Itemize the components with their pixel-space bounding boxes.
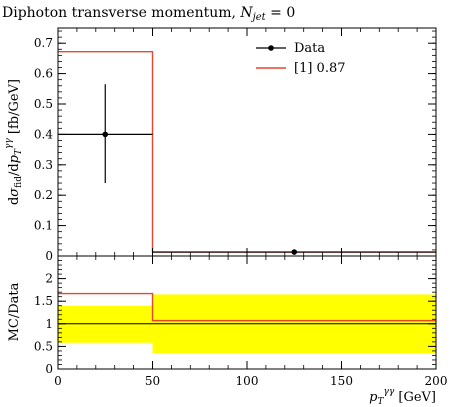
y-tick-label: 0.2 bbox=[34, 188, 53, 202]
y-tick-label: 0.6 bbox=[34, 67, 53, 81]
main-y-axis-label: dσfid/dpTγγ [fb/GeV] bbox=[4, 79, 24, 205]
x-tick-label: 200 bbox=[425, 374, 448, 388]
y-tick-label: 0.5 bbox=[34, 339, 53, 353]
y-tick-label: 1 bbox=[45, 317, 53, 331]
data-point bbox=[102, 131, 109, 138]
main-frame bbox=[57, 27, 437, 257]
legend: Data [1] 0.87 bbox=[256, 41, 346, 76]
legend-mc-label: [1] 0.87 bbox=[294, 61, 346, 76]
x-tick-label: 50 bbox=[145, 374, 160, 388]
legend-data-marker bbox=[268, 45, 274, 51]
x-tick-label: 0 bbox=[54, 374, 62, 388]
y-tick-label: 0.5 bbox=[34, 97, 53, 111]
mc-ratio-step-line bbox=[58, 292, 436, 322]
y-tick-label: 2 bbox=[45, 272, 53, 286]
y-tick-label: 0.7 bbox=[34, 36, 53, 50]
plot-title: Diphoton transverse momentum, Njet = 0 bbox=[2, 5, 295, 23]
x-tick-label: 150 bbox=[330, 374, 353, 388]
legend-data-label: Data bbox=[294, 41, 325, 56]
y-tick-label: 0 bbox=[45, 249, 53, 263]
x-axis-label: pTγγ [GeV] bbox=[369, 387, 436, 407]
y-tick-label: 1.5 bbox=[34, 294, 53, 308]
y-tick-label: 0.4 bbox=[34, 127, 53, 141]
y-tick-label: 0 bbox=[45, 362, 53, 376]
data-point bbox=[291, 249, 298, 255]
mc-step-line bbox=[58, 51, 436, 253]
y-tick-label: 0.1 bbox=[34, 219, 53, 233]
ratio-y-axis-label: MC/Data bbox=[7, 282, 22, 341]
x-tick-label: 100 bbox=[236, 374, 259, 388]
main-panel: 0 0.1 0.2 0.3 0.4 0.5 0.6 0.7 dσfid/dpTγγ [fb/G… bbox=[4, 27, 437, 263]
ratio-panel: 0 0.5 1 1.5 2 0 50 100 150 200 MC/Data pTγγ [GeV] bbox=[7, 255, 448, 407]
y-tick-label: 0.3 bbox=[34, 158, 53, 172]
